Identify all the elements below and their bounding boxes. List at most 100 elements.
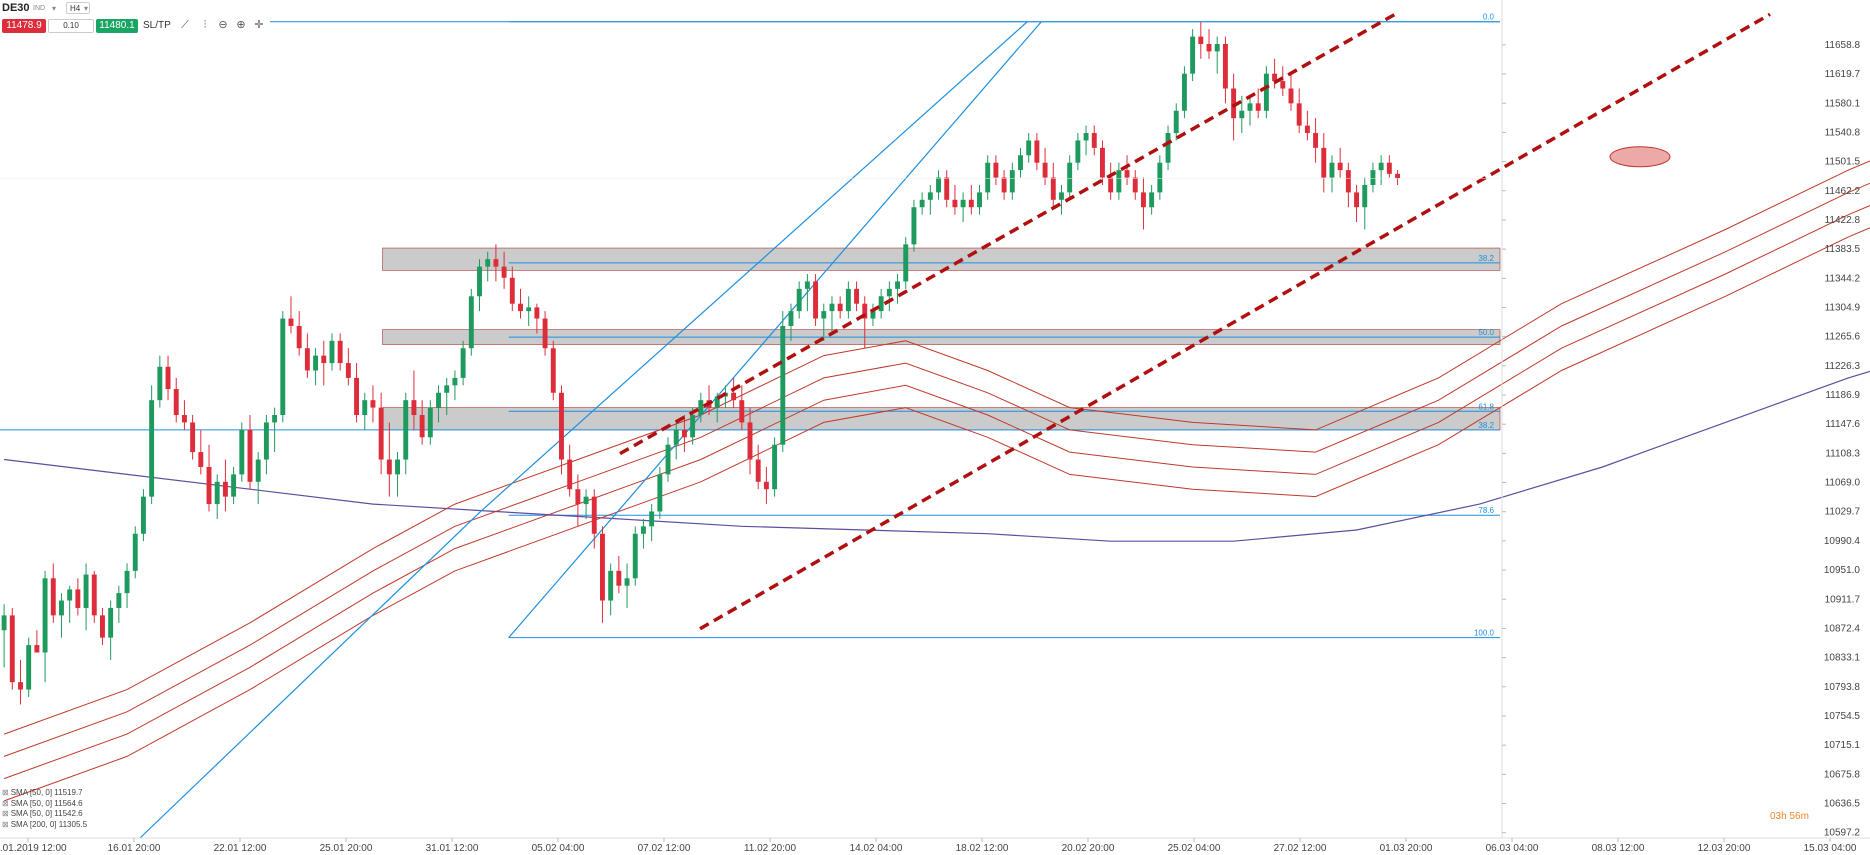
timeframe-dropdown-icon[interactable]: ▾ — [84, 4, 89, 13]
bear-candle — [1354, 192, 1360, 208]
y-tick-label: 11147.6 — [1825, 419, 1860, 430]
bear-candle — [165, 366, 171, 390]
fib-level-label: 38.2 — [1478, 254, 1494, 263]
bear-candle — [1124, 170, 1130, 178]
bear-candle — [1272, 73, 1278, 82]
bull-candle — [26, 645, 32, 690]
bull-candle — [1083, 133, 1089, 141]
x-tick-label: 22.01 12:00 — [214, 843, 267, 854]
bull-candle — [1239, 110, 1245, 119]
bear-candle — [493, 259, 499, 267]
bear-candle — [550, 348, 556, 393]
bull-candle — [1059, 192, 1064, 200]
bull-candle — [1149, 192, 1155, 208]
bear-candle — [1280, 81, 1286, 89]
x-tick-label: 12.03 20:00 — [1698, 843, 1751, 854]
zoom-out-icon[interactable]: ⊖ — [218, 19, 228, 31]
bull-candle — [42, 578, 48, 653]
bull-candle — [903, 244, 909, 282]
bull-candle — [690, 415, 696, 438]
bear-candle — [1206, 43, 1212, 52]
bear-candle — [1304, 125, 1310, 134]
symbol-dropdown-icon[interactable]: ▾ — [52, 4, 57, 13]
fib-level-label: 0.0 — [1483, 13, 1495, 22]
bull-candle — [1009, 170, 1015, 193]
bear-candle — [1345, 170, 1351, 193]
legend-close-icon[interactable]: ⊠ — [2, 798, 9, 808]
sma-envelope-line — [3, 205, 1870, 780]
y-tick-label: 11422.8 — [1825, 215, 1861, 226]
bear-candle — [296, 325, 302, 349]
bear-candle — [747, 422, 753, 460]
bear-candle — [1132, 177, 1138, 193]
fib-level-label: 61.8 — [1478, 402, 1494, 411]
bear-candle — [616, 570, 622, 586]
bear-candle — [50, 578, 56, 616]
bull-candle — [477, 266, 482, 297]
channel-upper-line — [619, 12, 1396, 456]
x-tick-label: 27.02 12:00 — [1274, 843, 1327, 854]
legend-close-icon[interactable]: ⊠ — [2, 788, 9, 797]
crosshair-icon[interactable]: ✛ — [254, 19, 264, 31]
bull-candle — [1026, 140, 1032, 156]
bull-candle — [936, 177, 941, 193]
bull-candle — [665, 444, 671, 475]
bull-candle — [796, 288, 802, 312]
sltp-button[interactable]: SL/TP — [143, 20, 171, 31]
bull-candle — [485, 259, 491, 267]
line-chart-icon[interactable]: ⟋ — [181, 19, 189, 31]
bull-candle — [272, 415, 278, 423]
bull-candle — [1214, 43, 1220, 52]
y-tick-label: 11619.7 — [1825, 69, 1861, 80]
symbol-type: IND — [33, 5, 46, 12]
bear-candle — [1034, 140, 1040, 163]
bull-candle — [845, 288, 851, 312]
bear-candle — [542, 318, 548, 349]
y-tick-label: 10715.1 — [1824, 740, 1861, 751]
channel-lower-line — [699, 12, 1771, 631]
bear-candle — [1091, 133, 1097, 148]
bear-candle — [190, 422, 196, 453]
indicator-legend: ⊠ SMA [50, 0] 11519.7 ⊠ SMA [50, 0] 11564.… — [2, 788, 87, 830]
bear-candle — [952, 199, 958, 208]
bull-candle — [1116, 170, 1122, 193]
bull-candle — [649, 511, 655, 527]
volume-input[interactable]: 0.10 — [48, 19, 94, 33]
buy-button[interactable]: 11480.1 — [96, 19, 138, 33]
symbol-label[interactable]: DE30 — [2, 2, 30, 14]
bull-candle — [124, 570, 130, 594]
bear-candle — [75, 589, 81, 608]
fib-level-label: 78.6 — [1478, 506, 1494, 515]
bar-chart-icon[interactable]: ⫶ — [203, 19, 207, 31]
y-tick-label: 11265.6 — [1825, 332, 1861, 343]
bull-candle — [140, 496, 146, 534]
bear-candle — [1050, 177, 1056, 200]
x-tick-label: 20.02 20:00 — [1062, 843, 1115, 854]
bear-candle — [681, 429, 687, 438]
bear-candle — [813, 281, 819, 319]
y-tick-label: 10675.8 — [1824, 769, 1861, 780]
y-tick-label: 11029.7 — [1825, 507, 1861, 518]
bear-candle — [386, 459, 392, 475]
bear-candle — [1140, 192, 1146, 208]
bear-candle — [559, 392, 564, 460]
bear-candle — [1108, 177, 1114, 193]
bull-candle — [452, 377, 458, 386]
x-tick-label: 01.03 20:00 — [1380, 843, 1433, 854]
y-tick-label: 11383.5 — [1825, 244, 1861, 255]
bull-candle — [427, 407, 433, 438]
fib-level-label: 100.0 — [1474, 629, 1495, 638]
bear-candle — [1222, 43, 1228, 89]
bear-candle — [763, 481, 769, 490]
zoom-in-icon[interactable]: ⊕ — [236, 19, 246, 31]
fib-level-label: 38.2 — [1478, 421, 1494, 430]
timeframe-select[interactable]: H4 — [66, 2, 90, 14]
legend-row: ⊠ SMA [50, 0] 11542.6 — [2, 809, 83, 818]
y-tick-label: 11226.3 — [1825, 361, 1861, 372]
legend-close-icon[interactable]: ⊠ — [2, 809, 9, 818]
bear-candle — [993, 162, 999, 178]
x-tick-label: 08.03 12:00 — [1592, 843, 1645, 854]
legend-close-icon[interactable]: ⊠ — [2, 819, 9, 829]
sell-button[interactable]: 11478.9 — [2, 19, 46, 33]
